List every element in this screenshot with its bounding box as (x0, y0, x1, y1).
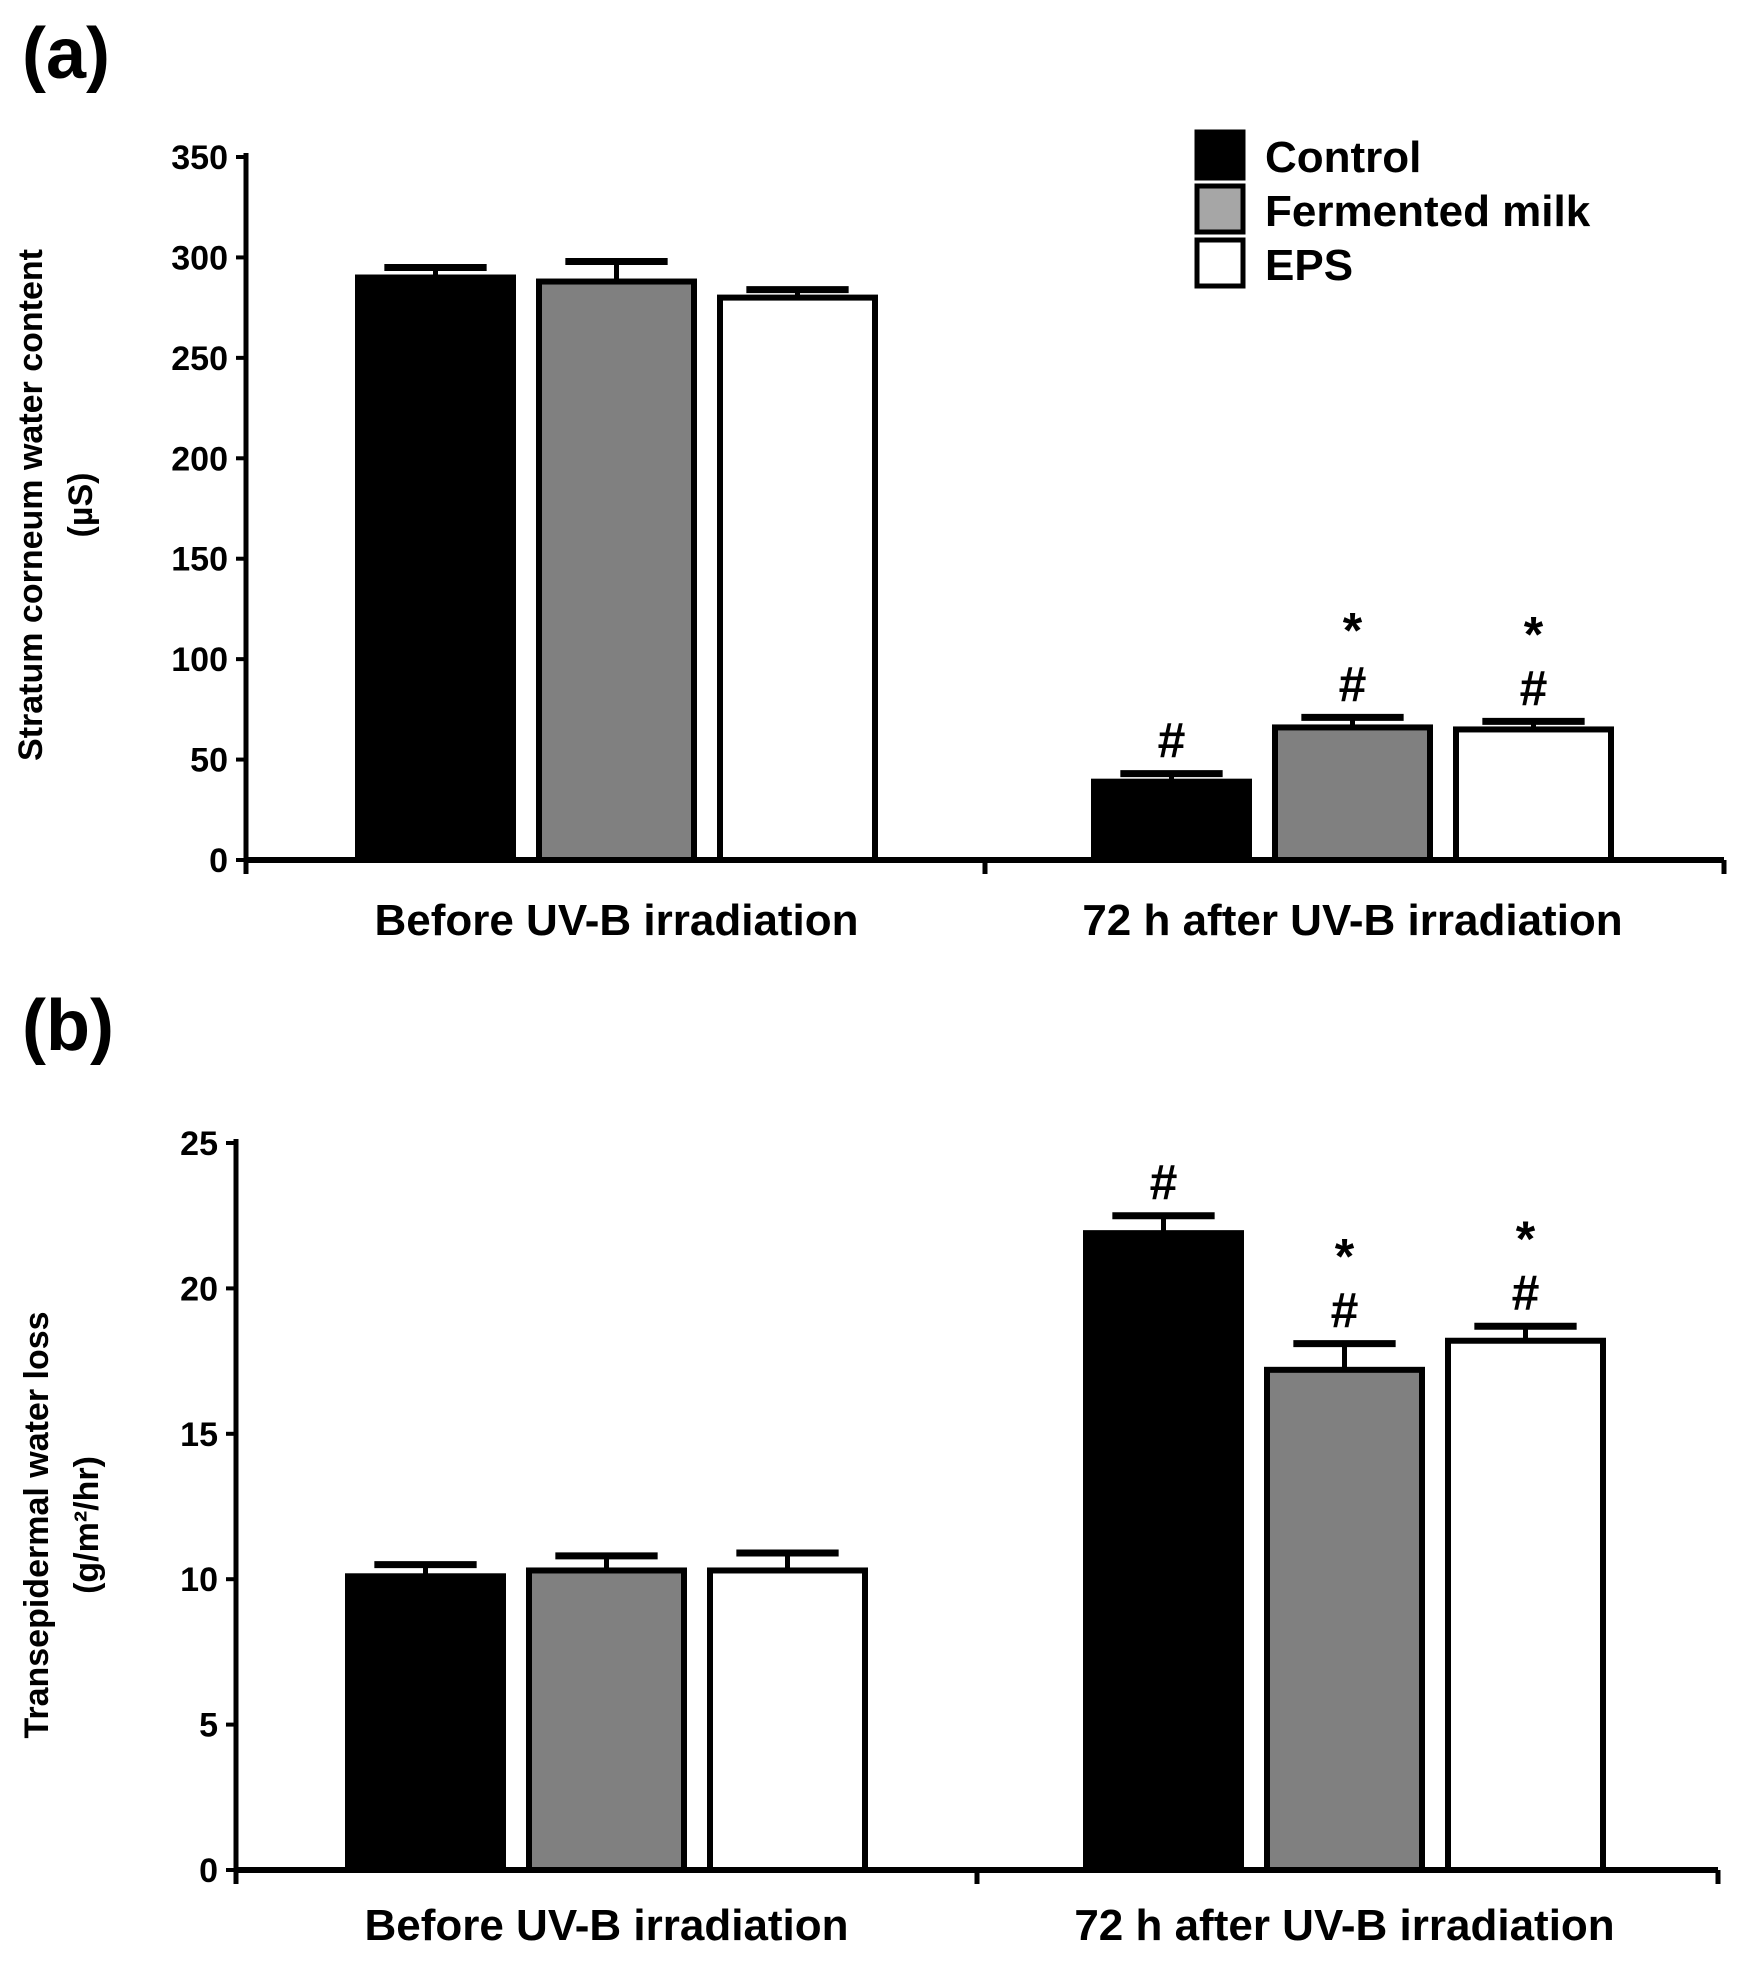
bar-fermented-milk (536, 278, 697, 863)
y-axis-label: Transepidermal water loss (18, 1311, 56, 1738)
bar-control (1083, 1230, 1244, 1873)
significance-hash: # (1512, 1265, 1540, 1321)
legend-label: Fermented milk (1265, 187, 1591, 236)
significance-star: * (1524, 606, 1544, 662)
y-tick-label: 350 (171, 139, 228, 177)
significance-hash: # (1339, 656, 1367, 712)
y-axis-label: (g/m²/hr) (68, 1456, 106, 1594)
y-tick-label: 100 (171, 641, 228, 679)
bar-fermented-milk (1272, 724, 1433, 863)
y-tick-label: 250 (171, 340, 228, 378)
y-tick-label: 50 (190, 742, 228, 780)
category-label: Before UV-B irradiation (364, 1901, 848, 1950)
legend-label: Control (1265, 133, 1421, 182)
category-label: 72 h after UV-B irradiation (1082, 896, 1622, 945)
bar-eps (1445, 1337, 1606, 1873)
significance-star: * (1343, 602, 1363, 658)
y-tick-label: 15 (180, 1416, 218, 1454)
panel-a: (a) 0 50 100 150 200 250 300 350 Stratum corneum … (12, 14, 1727, 945)
legend-swatch (1194, 183, 1246, 235)
legend: Control Fermented milk EPS (1194, 129, 1591, 290)
y-tick-label: 150 (171, 541, 228, 579)
significance-hash: # (1158, 713, 1186, 769)
bar-control (345, 1573, 506, 1873)
bar-eps (707, 1567, 868, 1873)
y-tick-label: 0 (199, 1852, 218, 1890)
legend-label: EPS (1265, 241, 1353, 290)
panel-b: (b) 0 5 10 15 20 25 Transepidermal water loss (g… (18, 986, 1721, 1950)
bar-fermented-milk (1264, 1366, 1425, 1873)
bar-eps (1453, 726, 1614, 864)
significance-hash: # (1520, 660, 1548, 716)
y-axis-label: (µS) (62, 473, 100, 538)
y-tick-label: 200 (171, 440, 228, 478)
y-tick-label: 5 (199, 1707, 218, 1745)
panel-label: (b) (22, 986, 114, 1066)
legend-swatch (1194, 237, 1246, 289)
bar-control (1091, 778, 1252, 863)
significance-hash: # (1331, 1283, 1359, 1339)
y-tick-label: 0 (209, 842, 228, 880)
significance-star: * (1516, 1211, 1536, 1267)
significance-star: * (1335, 1229, 1355, 1285)
category-label: Before UV-B irradiation (374, 896, 858, 945)
bar-fermented-milk (526, 1567, 687, 1873)
y-tick-label: 300 (171, 239, 228, 277)
bar-control (355, 274, 516, 863)
significance-hash: # (1150, 1155, 1178, 1211)
y-tick-label: 10 (180, 1561, 218, 1599)
y-tick-label: 20 (180, 1270, 218, 1308)
y-tick-label: 25 (180, 1125, 218, 1163)
bar-eps (717, 294, 878, 864)
panel-label: (a) (22, 14, 110, 94)
legend-swatch (1194, 129, 1246, 181)
category-label: 72 h after UV-B irradiation (1074, 1901, 1614, 1950)
y-axis-label: Stratum corneum water content (12, 249, 50, 761)
